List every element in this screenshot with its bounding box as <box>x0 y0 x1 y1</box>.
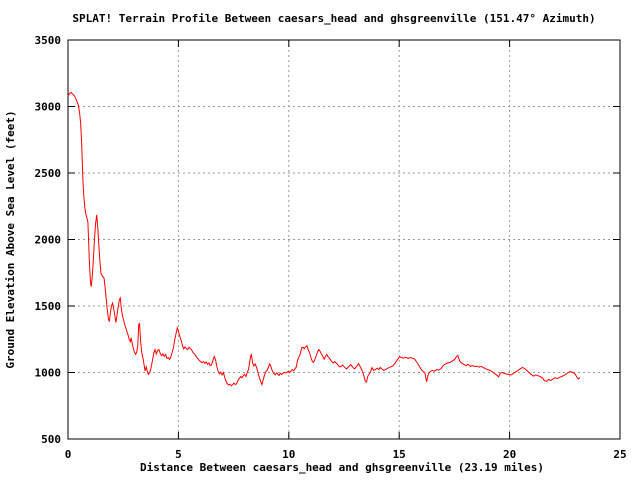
grid-lines <box>68 40 620 439</box>
x-tick-label: 20 <box>503 448 516 461</box>
x-tick-label: 25 <box>613 448 626 461</box>
y-tick-label: 500 <box>41 433 61 446</box>
x-axis-label: Distance Between caesars_head and ghsgre… <box>140 461 544 474</box>
data-series <box>67 91 581 387</box>
y-tick-label: 2000 <box>35 234 62 247</box>
x-tick-labels: 0 5 10 15 20 25 <box>65 448 627 461</box>
y-tick-label: 3500 <box>35 34 62 47</box>
x-tick-label: 10 <box>282 448 295 461</box>
chart-title: SPLAT! Terrain Profile Between caesars_h… <box>72 12 595 25</box>
plot-border <box>67 39 621 440</box>
x-tick-label: 0 <box>65 448 72 461</box>
terrain-profile-line <box>67 91 581 387</box>
y-tick-label: 3000 <box>35 101 62 114</box>
axis-ticks <box>68 40 620 439</box>
y-axis-label: Ground Elevation Above Sea Level (feet) <box>4 110 17 368</box>
x-tick-label: 15 <box>393 448 406 461</box>
x-tick-label: 5 <box>175 448 182 461</box>
y-tick-label: 1000 <box>35 367 62 380</box>
y-tick-labels: 500 1000 1500 2000 2500 3000 3500 <box>35 34 62 446</box>
y-tick-label: 2500 <box>35 167 62 180</box>
y-tick-label: 1500 <box>35 300 62 313</box>
